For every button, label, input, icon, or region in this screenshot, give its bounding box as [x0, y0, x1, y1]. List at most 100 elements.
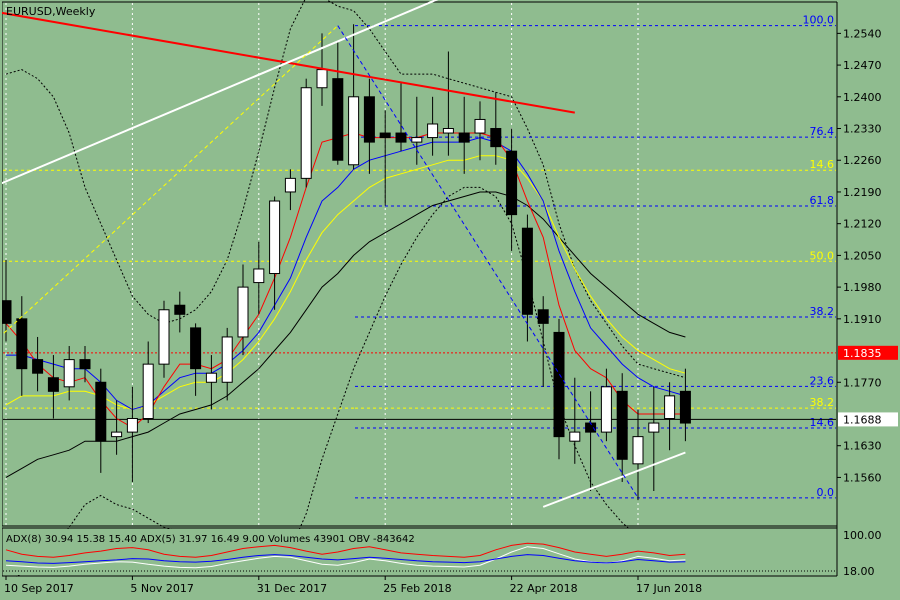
left-margin — [0, 0, 2, 600]
candle-body — [316, 69, 328, 89]
candle-23 — [363, 78, 375, 174]
candle-38 — [600, 368, 612, 442]
indicator-blue-line — [5, 554, 686, 564]
price-tick-label-8: 1.1980 — [843, 281, 882, 294]
candle-body — [553, 331, 565, 438]
candle-body — [521, 227, 533, 315]
candle-body — [111, 431, 123, 438]
fibonacci-levels: 100.0 76.4 14.6 61.8 50.0 38.2 23.6 38.2 14.6 0.0 — [3, 14, 836, 499]
candle-body — [126, 418, 138, 433]
candle-43 — [679, 368, 691, 442]
candle-body — [379, 132, 391, 139]
candle-body — [284, 177, 296, 193]
ma-yellow-line — [5, 155, 686, 411]
price-tick-label-7: 1.2050 — [843, 249, 882, 262]
price-tick-label-5: 1.2190 — [843, 186, 882, 199]
time-axis-background — [0, 577, 837, 600]
price-tick-label-3: 1.2330 — [843, 123, 882, 136]
candle-41 — [648, 386, 660, 492]
fib-label-5: 38.2 — [810, 305, 835, 318]
candle-body — [679, 390, 691, 424]
candle-1 — [16, 296, 28, 396]
candle-body — [221, 336, 233, 383]
candle-body — [569, 431, 581, 442]
candle-body — [442, 128, 454, 134]
candle-10 — [158, 300, 170, 378]
level-price-text: 1.1835 — [843, 347, 882, 360]
indicator-tick-label-0: 100.00 — [843, 529, 882, 542]
candle-body — [253, 268, 265, 284]
level-price-label: 1.1835 — [838, 345, 898, 360]
candle-16 — [253, 241, 265, 315]
candle-body — [300, 87, 312, 179]
trendline-red-0 — [0, 11, 575, 114]
time-axis: 10 Sep 2017 5 Nov 2017 31 Dec 2017 25 Feb 2… — [0, 576, 837, 600]
fib-label-3: 61.8 — [810, 194, 835, 207]
candle-33 — [521, 214, 533, 342]
candle-24 — [379, 110, 391, 206]
candle-body — [458, 132, 470, 143]
candle-42 — [664, 382, 676, 451]
trendline-white-1 — [0, 0, 439, 186]
candle-body — [79, 359, 91, 370]
candle-body — [269, 200, 281, 275]
candle-body — [47, 377, 59, 392]
candle-body — [632, 436, 644, 465]
indicator-pane: ADX(8) 30.94 15.38 15.40 ADX(5) 31.97 16… — [3, 529, 882, 578]
price-tick-label-9: 1.1910 — [843, 313, 882, 326]
candle-body — [32, 359, 44, 374]
candle-body — [0, 300, 12, 324]
indicator-values-text: ADX(8) 30.94 15.38 15.40 ADX(5) 31.97 16… — [6, 534, 415, 545]
candle-body — [600, 386, 612, 433]
candle-body — [190, 327, 202, 370]
candle-35 — [553, 318, 565, 460]
candle-5 — [79, 346, 91, 383]
candle-body — [16, 318, 28, 370]
price-tick-label-6: 1.2120 — [843, 218, 882, 231]
candle-body — [411, 137, 423, 143]
candle-body — [537, 309, 549, 324]
candle-body — [63, 359, 75, 388]
time-tick-label-4: 22 Apr 2018 — [510, 582, 578, 595]
candle-body — [95, 381, 107, 442]
candle-body — [427, 123, 439, 139]
candle-body — [332, 78, 344, 161]
candle-body — [174, 304, 186, 315]
candle-body — [585, 422, 597, 433]
candle-13 — [205, 355, 217, 410]
current-price-text: 1.1688 — [843, 413, 882, 426]
candle-body — [506, 150, 518, 216]
candle-14 — [221, 327, 233, 401]
fib-label-4: 50.0 — [810, 249, 835, 262]
fib-label-0: 100.0 — [803, 14, 835, 27]
fib-label-1: 76.4 — [810, 125, 835, 138]
candle-15 — [237, 264, 249, 356]
bb-lower-line — [5, 186, 686, 587]
candle-25 — [395, 83, 407, 152]
price-tick-label-4: 1.2260 — [843, 154, 882, 167]
candle-39 — [616, 373, 628, 482]
candle-27 — [427, 96, 439, 156]
candle-12 — [190, 323, 202, 396]
ma-black-line — [5, 191, 686, 478]
time-tick-label-5: 17 Jun 2018 — [636, 582, 702, 595]
chart-title: EURUSD,Weekly — [6, 5, 96, 18]
time-tick-label-3: 25 Feb 2018 — [383, 582, 451, 595]
candle-36 — [569, 377, 581, 464]
price-tick-label-1: 1.2470 — [843, 59, 882, 72]
candle-body — [648, 422, 660, 433]
indicator-red-line — [5, 542, 686, 558]
candle-body — [348, 96, 360, 166]
price-tick-label-0: 1.2540 — [843, 27, 882, 40]
candle-18 — [284, 169, 296, 211]
candle-31 — [490, 92, 502, 165]
fib-label-2: 14.6 — [810, 158, 835, 171]
indicator-tick-label-1: 18.00 — [843, 565, 875, 578]
trendline-blue-3 — [337, 25, 639, 499]
trendline-white-2 — [542, 451, 686, 508]
candle-7 — [111, 400, 123, 455]
trendlines — [0, 0, 686, 508]
ma-red-line — [5, 132, 686, 429]
